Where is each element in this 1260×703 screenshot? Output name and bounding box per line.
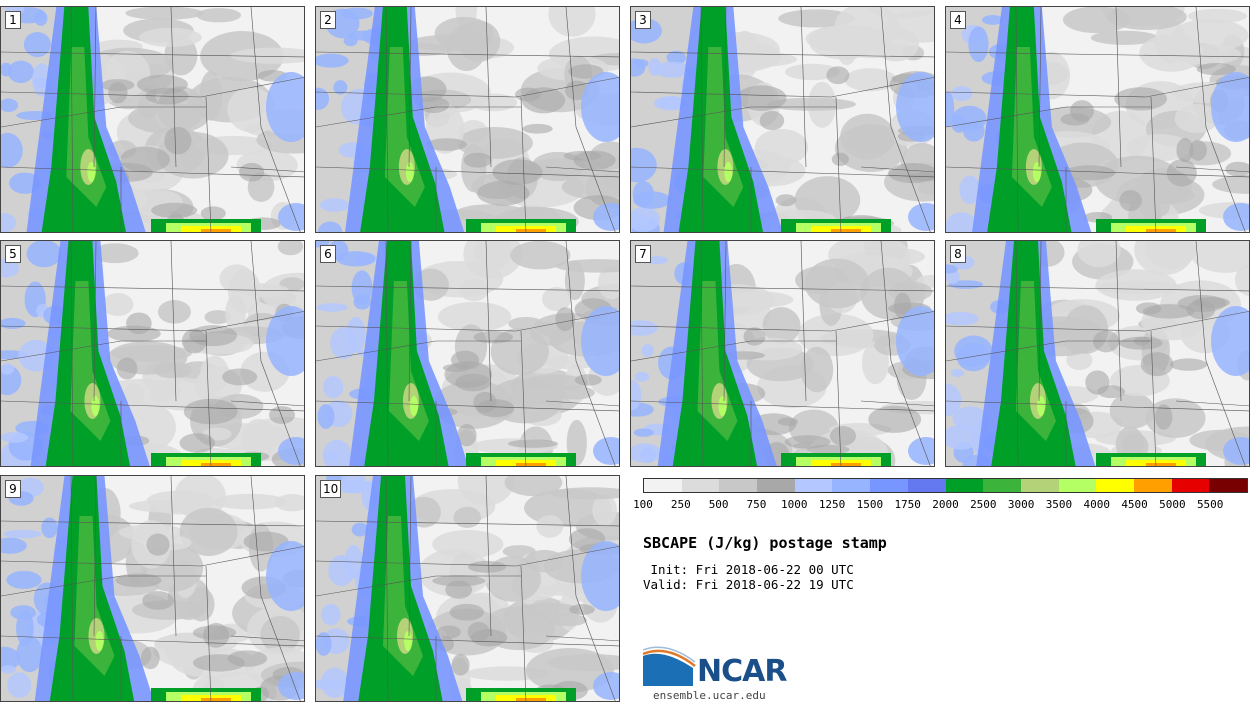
colorbar-tick-label: 1000 xyxy=(781,498,808,511)
colorbar-swatch xyxy=(1209,479,1247,492)
colorbar-tick-label: 2500 xyxy=(970,498,997,511)
colorbar-tick-label: 3000 xyxy=(1007,498,1035,511)
colorbar-tick-label: 4500 xyxy=(1121,498,1148,511)
ensemble-member-panel-4: 4 xyxy=(945,6,1250,233)
colorbar-swatch xyxy=(1096,479,1134,492)
colorbar-tick-label: 2000 xyxy=(932,498,959,511)
colorbar-tick-label: 5000 xyxy=(1159,498,1186,511)
colorbar-swatch xyxy=(907,479,946,492)
colorbar-swatch xyxy=(644,479,682,492)
ncar-logo xyxy=(643,646,696,686)
colorbar-tick-label: 100 xyxy=(633,498,653,511)
member-number-label: 8 xyxy=(950,245,966,263)
colorbar-tick-label: 4000 xyxy=(1083,498,1111,511)
ensemble-member-panel-8: 8 xyxy=(945,240,1250,467)
colorbar-tick-label: 3500 xyxy=(1045,498,1073,511)
member-number-label: 6 xyxy=(320,245,336,263)
member-number-label: 3 xyxy=(635,11,651,29)
valid-time: Valid: Fri 2018-06-22 19 UTC xyxy=(643,577,854,592)
colorbar-tick-label: 250 xyxy=(670,498,691,511)
ensemble-member-panel-3: 3 xyxy=(630,6,935,233)
colorbar-swatch xyxy=(832,479,871,492)
member-number-label: 5 xyxy=(5,245,21,263)
colorbar xyxy=(643,478,1248,493)
colorbar-swatch xyxy=(945,479,984,492)
member-number-label: 1 xyxy=(5,11,21,29)
colorbar-swatch xyxy=(681,479,720,492)
colorbar-tick-label: 500 xyxy=(708,498,729,511)
ensemble-member-panel-1: 1 xyxy=(0,6,305,233)
colorbar-swatch xyxy=(1171,479,1210,492)
colorbar-swatch xyxy=(983,479,1021,492)
member-number-label: 2 xyxy=(320,11,336,29)
colorbar-tick-label: 1250 xyxy=(818,498,846,511)
colorbar-swatch xyxy=(870,479,908,492)
member-number-label: 10 xyxy=(320,480,342,498)
member-number-label: 4 xyxy=(950,11,966,29)
ensemble-member-panel-7: 7 xyxy=(630,240,935,467)
member-number-label: 7 xyxy=(635,245,651,263)
ensemble-member-panel-5: 5 xyxy=(0,240,305,467)
ensemble-member-panel-9: 9 xyxy=(0,475,305,702)
colorbar-swatch xyxy=(794,479,833,492)
colorbar-swatch xyxy=(1133,479,1172,492)
colorbar-tick-label: 750 xyxy=(746,498,767,511)
colorbar-tick-label: 1750 xyxy=(894,498,921,511)
colorbar-swatch xyxy=(719,479,758,492)
init-time: Init: Fri 2018-06-22 00 UTC xyxy=(643,562,854,577)
colorbar-tick-label: 1500 xyxy=(856,498,884,511)
ensemble-member-panel-2: 2 xyxy=(315,6,620,233)
ncar-wordmark: NCAR xyxy=(697,654,787,689)
colorbar-swatch xyxy=(1058,479,1097,492)
member-number-label: 9 xyxy=(5,480,21,498)
colorbar-swatch xyxy=(757,479,795,492)
ensemble-member-panel-10: 10 xyxy=(315,475,620,702)
colorbar-tick-label: 5500 xyxy=(1196,498,1224,511)
ensemble-member-panel-6: 6 xyxy=(315,240,620,467)
colorbar-labels: 100 250 500 750 1000 1250 1500 1750 2000 2500 3000… xyxy=(633,498,1248,512)
site-url: ensemble.ucar.edu xyxy=(653,689,766,702)
product-title: SBCAPE (J/kg) postage stamp xyxy=(643,534,887,552)
colorbar-swatch xyxy=(1020,479,1059,492)
